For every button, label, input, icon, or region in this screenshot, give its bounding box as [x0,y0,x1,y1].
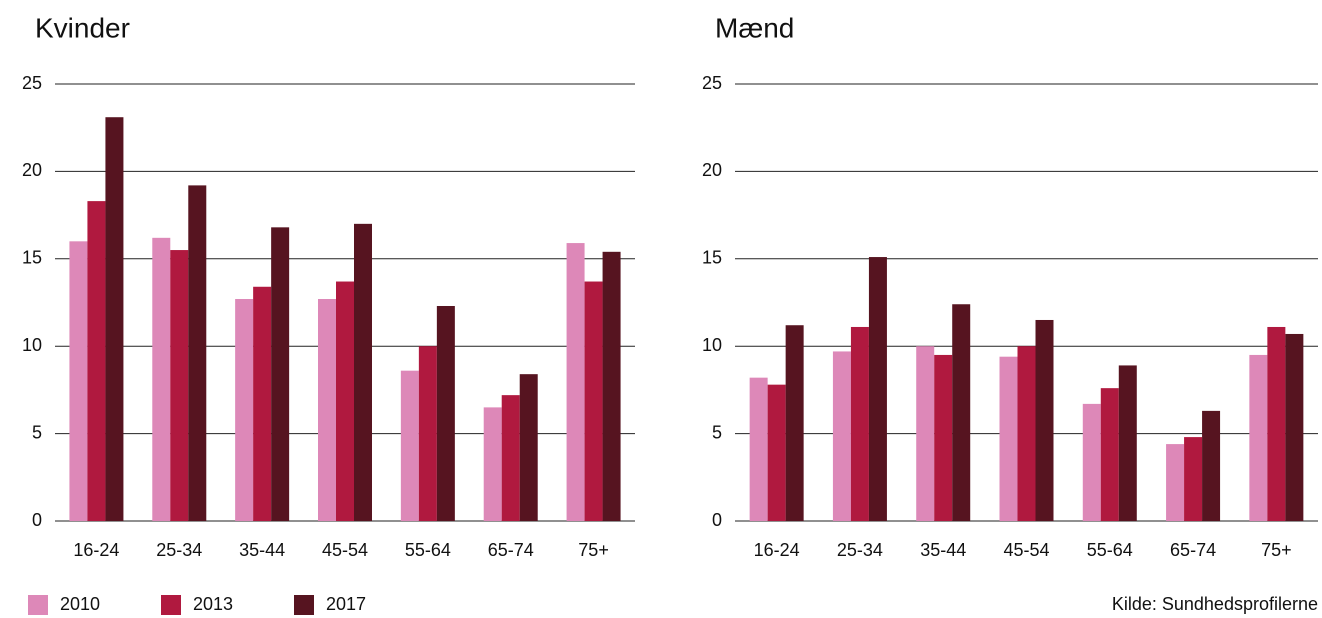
x-tick-label: 75+ [1261,540,1292,560]
legend-label: 2013 [193,594,233,614]
bar [1100,388,1119,521]
bar [418,346,437,521]
source: Kilde: Sundhedsprofilerne [1112,594,1318,614]
legend-label: 2017 [326,594,366,614]
x-tick-label: 35-44 [920,540,966,560]
bar [436,305,455,521]
y-tick-label: 0 [712,510,722,530]
bar [1249,354,1268,521]
y-tick-label: 5 [712,422,722,442]
y-tick-label: 20 [702,160,722,180]
x-tick-label: 65-74 [1170,540,1216,560]
bar [354,223,372,521]
bar [1035,319,1054,521]
y-tick-label: 25 [702,73,722,93]
x-tick-label: 75+ [578,540,609,560]
bar [1285,333,1304,521]
x-tick-label: 25-34 [156,540,202,560]
x-tick-label: 25-34 [837,540,883,560]
bar [87,201,106,521]
x-tick-label: 55-64 [405,540,451,560]
bar [916,346,935,521]
y-tick-label: 20 [22,160,42,180]
y-tick-label: 10 [22,335,42,355]
bar [400,370,419,521]
x-tick-label: 16-24 [754,540,800,560]
bar [868,257,887,521]
bar [105,117,124,521]
bar [501,395,520,521]
bar [602,251,621,522]
legend-swatch [28,595,48,615]
bar [999,356,1018,521]
chart-title: Mænd [715,12,794,43]
bar [785,325,804,521]
bar [566,243,585,521]
bar [235,299,254,521]
bar [152,237,171,521]
bar [253,286,272,521]
bar [934,354,953,521]
bar [519,374,538,521]
legend-label: 2010 [60,594,100,614]
bar [850,326,869,521]
bar [483,407,502,521]
x-tick-label: 55-64 [1087,540,1133,560]
y-tick-label: 5 [32,422,42,442]
chart-title: Kvinder [35,12,130,43]
bar [170,250,189,521]
bar [584,281,603,521]
y-tick-label: 10 [702,335,722,355]
bar [1184,437,1203,521]
x-tick-label: 45-54 [1003,540,1049,560]
bar [952,304,971,521]
bar [749,377,768,521]
y-tick-label: 0 [32,510,42,530]
bar [69,241,88,521]
x-tick-label: 16-24 [73,540,119,560]
y-tick-label: 15 [22,248,42,268]
legend-swatch [161,595,181,615]
bar [1017,346,1036,521]
bar [1267,326,1286,521]
bar [1118,365,1137,521]
bar [318,299,336,521]
legend-swatch [294,595,314,615]
x-tick-label: 45-54 [322,540,368,560]
x-tick-label: 65-74 [488,540,534,560]
bar [336,281,354,521]
y-tick-label: 25 [22,73,42,93]
bar [767,384,786,521]
bar [1202,410,1221,521]
bar [1166,444,1185,521]
bar [188,185,207,521]
bar [1082,403,1101,521]
bar [832,351,851,521]
x-tick-label: 35-44 [239,540,285,560]
y-tick-label: 15 [702,248,722,268]
bar [271,227,290,521]
